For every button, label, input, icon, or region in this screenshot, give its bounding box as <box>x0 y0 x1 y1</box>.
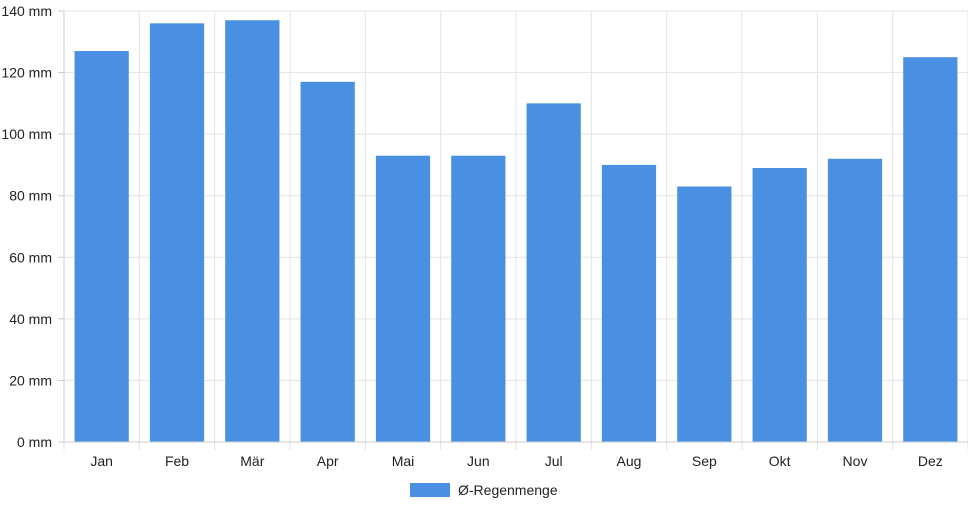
bars <box>74 20 958 443</box>
x-tick-label: Mär <box>240 453 264 469</box>
x-tick-label: Aug <box>617 453 642 469</box>
bar-feb <box>149 23 205 443</box>
x-tick-label: Sep <box>692 453 717 469</box>
bar-okt <box>752 168 807 442</box>
y-tick-label: 40 mm <box>9 311 52 327</box>
bar-nov <box>827 158 883 442</box>
bar-aug <box>601 164 657 442</box>
bar-jul <box>526 103 581 442</box>
x-tick-label: Dez <box>918 453 943 469</box>
x-tick-label: Mai <box>392 453 415 469</box>
bar-sep <box>677 186 732 442</box>
y-tick-label: 140 mm <box>1 3 52 19</box>
x-tick-label: Jun <box>467 453 490 469</box>
x-tick-label: Jul <box>545 453 563 469</box>
bar-mai <box>375 155 431 442</box>
y-tick-label: 120 mm <box>1 65 52 81</box>
legend-label: Ø-Regenmenge <box>458 482 558 498</box>
bar-dez <box>903 57 958 443</box>
gridlines <box>58 10 968 450</box>
x-tick-label: Jan <box>90 453 113 469</box>
y-tick-label: 0 mm <box>17 434 52 450</box>
x-axis: Jan Feb Mär Apr Mai Jun Jul Aug Sep Okt Nov Dez <box>64 441 968 469</box>
legend[interactable]: Ø-Regenmenge <box>410 482 558 498</box>
y-tick-label: 60 mm <box>9 249 52 265</box>
y-axis: 0 mm 20 mm 40 mm 60 mm 80 mm 100 mm 120 mm 140 … <box>1 3 65 450</box>
x-tick-label: Okt <box>769 453 791 469</box>
y-tick-label: 20 mm <box>9 372 52 388</box>
x-tick-label: Apr <box>317 453 339 469</box>
y-tick-label: 100 mm <box>1 126 52 142</box>
bar-mär <box>225 20 280 442</box>
bar-jan <box>74 51 129 443</box>
bar-jun <box>451 155 506 442</box>
x-tick-label: Feb <box>165 453 189 469</box>
legend-swatch <box>410 483 450 497</box>
y-tick-label: 80 mm <box>9 188 52 204</box>
x-tick-label: Nov <box>843 453 868 469</box>
bar-apr <box>300 81 355 443</box>
